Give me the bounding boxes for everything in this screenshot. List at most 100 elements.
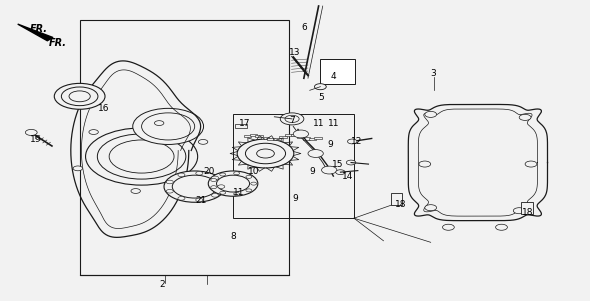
Circle shape: [69, 91, 90, 102]
Circle shape: [234, 172, 240, 175]
Circle shape: [246, 189, 252, 192]
Bar: [255, 135, 263, 137]
Circle shape: [109, 140, 174, 173]
Text: 5: 5: [319, 93, 324, 102]
Bar: [285, 134, 293, 136]
Circle shape: [196, 172, 203, 175]
Text: 14: 14: [342, 172, 354, 181]
Circle shape: [208, 171, 258, 196]
Text: 9: 9: [310, 167, 316, 176]
Circle shape: [217, 175, 250, 192]
Text: 19: 19: [30, 135, 41, 144]
Circle shape: [257, 149, 274, 158]
Text: 11: 11: [233, 188, 245, 197]
Text: 11: 11: [313, 119, 324, 128]
Bar: [235, 124, 247, 128]
Text: 16: 16: [97, 104, 109, 113]
Text: 11: 11: [327, 119, 339, 128]
Text: 20: 20: [204, 167, 215, 176]
Polygon shape: [18, 24, 53, 41]
Text: 13: 13: [289, 48, 301, 57]
Circle shape: [133, 108, 204, 144]
Circle shape: [196, 198, 203, 202]
Circle shape: [73, 166, 83, 171]
Circle shape: [166, 180, 173, 184]
Bar: [297, 135, 304, 138]
Circle shape: [142, 113, 195, 140]
Circle shape: [285, 115, 299, 123]
Circle shape: [308, 150, 323, 157]
Circle shape: [218, 185, 225, 188]
Circle shape: [181, 181, 190, 185]
Circle shape: [246, 175, 252, 178]
Circle shape: [164, 171, 225, 202]
Text: 15: 15: [332, 160, 343, 169]
Bar: [521, 202, 533, 214]
Circle shape: [336, 170, 345, 175]
Bar: [273, 138, 281, 140]
Circle shape: [425, 205, 437, 211]
Circle shape: [97, 134, 186, 179]
Circle shape: [425, 111, 437, 117]
Circle shape: [234, 192, 240, 195]
Text: 18: 18: [522, 208, 534, 217]
Circle shape: [131, 189, 140, 194]
Circle shape: [219, 173, 225, 176]
Text: FR.: FR.: [30, 23, 47, 34]
Circle shape: [198, 139, 208, 144]
Text: 17: 17: [239, 119, 251, 128]
Circle shape: [237, 139, 294, 168]
Circle shape: [211, 194, 218, 197]
Text: 10: 10: [248, 167, 260, 176]
Circle shape: [86, 128, 198, 185]
Circle shape: [25, 129, 37, 135]
Circle shape: [211, 186, 217, 189]
Circle shape: [346, 160, 356, 165]
Circle shape: [172, 175, 217, 198]
Text: 9: 9: [327, 140, 333, 149]
Text: 21: 21: [195, 196, 206, 205]
Bar: [233, 114, 354, 218]
Circle shape: [166, 189, 173, 193]
Circle shape: [251, 182, 257, 185]
Bar: [291, 134, 299, 136]
Bar: [261, 137, 269, 139]
Circle shape: [348, 139, 357, 144]
Bar: [391, 193, 402, 205]
Circle shape: [245, 143, 286, 164]
Bar: [320, 59, 355, 84]
Circle shape: [314, 84, 326, 90]
Circle shape: [322, 166, 337, 174]
Text: 7: 7: [289, 116, 295, 125]
Text: FR.: FR.: [48, 38, 67, 48]
Circle shape: [61, 87, 98, 106]
Circle shape: [211, 178, 217, 182]
Bar: [250, 134, 257, 136]
Circle shape: [280, 113, 304, 125]
Bar: [244, 135, 251, 137]
Circle shape: [155, 121, 164, 126]
Circle shape: [211, 176, 218, 180]
Text: 18: 18: [395, 200, 407, 209]
Text: 12: 12: [351, 137, 363, 146]
Circle shape: [519, 114, 531, 120]
Circle shape: [89, 130, 99, 135]
Text: 4: 4: [330, 72, 336, 81]
Polygon shape: [408, 104, 548, 221]
Circle shape: [219, 191, 225, 194]
Bar: [314, 137, 322, 139]
Circle shape: [178, 197, 185, 200]
Text: 8: 8: [230, 232, 236, 241]
Bar: [303, 138, 310, 140]
Text: 6: 6: [301, 23, 307, 32]
Circle shape: [54, 83, 105, 109]
Circle shape: [293, 130, 309, 138]
Circle shape: [419, 161, 431, 167]
Circle shape: [178, 173, 185, 177]
Bar: [279, 136, 287, 138]
Bar: [309, 138, 316, 140]
Circle shape: [442, 224, 454, 230]
Circle shape: [513, 208, 525, 214]
Bar: [80, 20, 289, 275]
Text: 3: 3: [431, 69, 437, 78]
